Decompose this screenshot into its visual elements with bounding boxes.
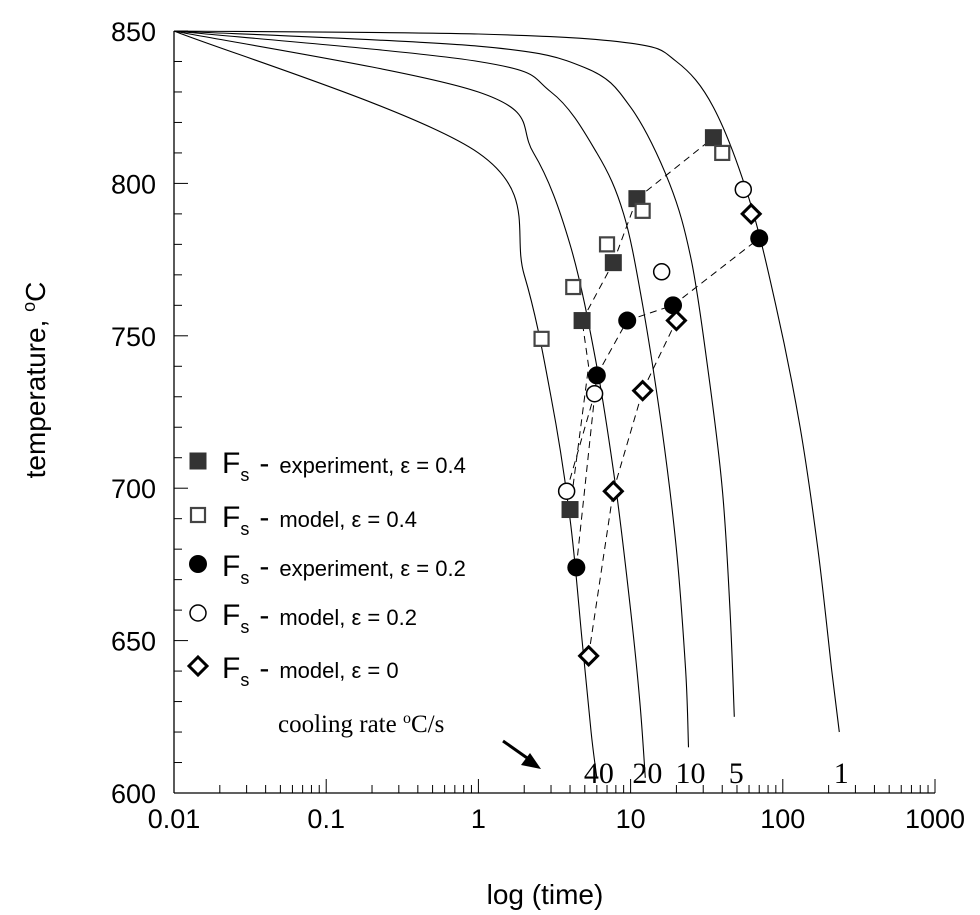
guide-line (596, 320, 628, 376)
filled-square-marker (561, 501, 579, 519)
guide-line (569, 320, 590, 510)
guide-line (581, 262, 614, 321)
x-tick-label: 0.01 (148, 804, 201, 834)
guide-line (566, 393, 596, 492)
y-tick-label: 800 (111, 169, 156, 199)
open-diamond-marker (631, 379, 654, 402)
legend-text: Fs - model, ε = 0.2 (222, 599, 417, 637)
cooling-curves (173, 30, 840, 778)
annotation-arrow (502, 739, 541, 769)
filled-circle-marker (587, 366, 606, 385)
legend-text: Fs - model, ε = 0.4 (222, 501, 417, 539)
guide-line (588, 491, 614, 656)
open-square-marker (565, 278, 582, 296)
guide-line (672, 237, 760, 306)
legend-entry: Fs - model, ε = 0.4 (189, 501, 417, 539)
open-circle-marker (652, 263, 671, 281)
legend-text: Fs - experiment, ε = 0.4 (222, 447, 466, 485)
guide-line (575, 375, 598, 568)
cooling-curve-1 (173, 30, 840, 733)
x-tick-label: 1000 (905, 804, 965, 834)
legend-filled-circle-marker (189, 555, 207, 573)
cooling-rate-label: 10 (675, 757, 705, 790)
filled-square-marker (573, 312, 591, 330)
legend: Fs - experiment, ε = 0.4 Fs - model, ε = 0.4 F… (186, 447, 466, 690)
guide-line (636, 137, 714, 199)
open-circle-marker (734, 180, 753, 199)
legend-entry: Fs - model, ε = 0.2 (189, 599, 417, 637)
cooling-rate-label: 5 (729, 757, 744, 790)
x-tick-label: 100 (760, 804, 805, 834)
filled-circle-marker (664, 296, 683, 315)
legend-open-square-marker (189, 506, 207, 524)
open-diamond-marker (665, 309, 688, 332)
y-tick-label: 850 (111, 17, 156, 47)
open-square-marker (598, 236, 616, 253)
legend-open-circle-marker (189, 604, 207, 622)
filled-circle-marker (618, 311, 637, 330)
filled-circle-marker (750, 229, 769, 248)
filled-square-marker (604, 254, 622, 272)
open-circle-marker (585, 384, 604, 403)
x-tick-label: 0.1 (307, 804, 345, 834)
open-square-marker (533, 330, 550, 347)
legend-text: Fs - experiment, ε = 0.2 (222, 550, 466, 588)
guide-line (642, 320, 677, 391)
x-tick-label: 10 (616, 804, 646, 834)
filled-circle-marker (567, 558, 586, 577)
legend-entry: Fs - experiment, ε = 0.4 (189, 447, 466, 485)
cooling-curve-20 (173, 30, 646, 778)
filled-square-marker (704, 129, 722, 147)
open-diamond-marker (740, 202, 763, 226)
x-axis-title: log (time) (487, 879, 604, 910)
cooling-curve-40 (173, 30, 598, 778)
legend-open-diamond-marker (186, 654, 210, 678)
guide-lines (566, 137, 760, 656)
cooling-curve-5 (173, 30, 735, 717)
open-circle-marker (557, 482, 576, 500)
open-diamond-marker (602, 480, 625, 503)
legend-filled-square-marker (189, 452, 207, 470)
legend-entry: Fs - model, ε = 0 (186, 652, 399, 690)
data-markers (533, 129, 769, 667)
y-tick-label: 650 (111, 627, 156, 657)
y-tick-label: 700 (111, 474, 156, 504)
cooling-rate-annotation: cooling rate oC/s (278, 710, 444, 738)
cooling-rate-label: 1 (834, 757, 849, 790)
guide-line (612, 390, 644, 492)
y-axis-title: temperature, oC (19, 282, 51, 479)
axes: 0.01 0.1 1 10 100 1000 600 650 700 750 800 850 (111, 17, 965, 834)
open-square-marker (714, 144, 731, 162)
legend-text: Fs - model, ε = 0 (222, 652, 399, 690)
cooling-rate-label: 40 (584, 757, 614, 790)
x-tick-label: 1 (471, 804, 486, 834)
cooling-rate-labels: 40 20 10 5 1 (584, 757, 849, 790)
open-diamond-marker (577, 644, 600, 667)
legend-entry: Fs - experiment, ε = 0.2 (189, 550, 466, 588)
open-square-marker (634, 202, 651, 219)
y-tick-label: 600 (111, 779, 156, 809)
y-tick-label: 750 (111, 322, 156, 352)
cooling-rate-label: 20 (632, 757, 662, 790)
cooling-curve-10 (173, 30, 690, 748)
